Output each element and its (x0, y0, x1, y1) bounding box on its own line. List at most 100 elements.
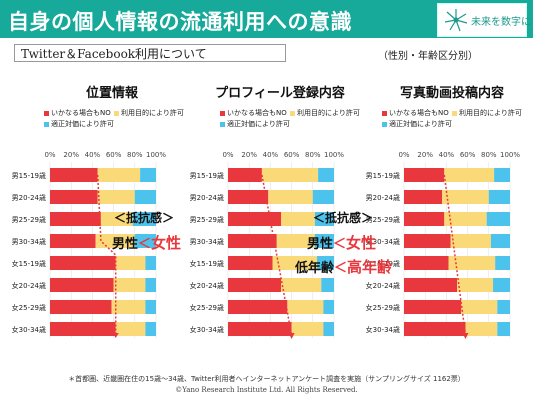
bar-purpose (97, 168, 141, 182)
x-tick-label: 80% (127, 151, 143, 159)
x-tick-label: 100% (324, 151, 344, 159)
bar-purpose (276, 234, 315, 248)
annotation-age-old: 高年齢 (347, 258, 393, 276)
legend-item-no: いかなる場合もNO (220, 108, 287, 118)
category-label: 女30-34歳 (366, 325, 400, 334)
chart-title-location: 位置情報 (85, 86, 138, 101)
legend-item-fair: 適正対価により許可 (44, 119, 114, 129)
x-tick-label: 20% (241, 151, 257, 159)
bar-purpose (97, 190, 135, 204)
legend-swatch-fair (382, 121, 387, 127)
legend-item-no: いかなる場合もNO (44, 108, 111, 118)
bar-no (50, 256, 116, 270)
bar-no (404, 300, 462, 314)
bar-no (228, 168, 262, 182)
bar-purpose (281, 278, 322, 292)
bar-fair (493, 278, 510, 292)
bar-no (404, 190, 443, 204)
legend-label-fair: 適正対価により許可 (51, 120, 114, 128)
bar-fair (317, 256, 334, 270)
bar-fair (323, 322, 334, 336)
category-label: 女15-19歳 (190, 259, 224, 268)
x-tick-label: 0% (398, 151, 409, 159)
bar-no (50, 300, 112, 314)
legend-swatch-no (220, 110, 225, 116)
subtitle-box: Twitter＆Facebook利用について (14, 44, 286, 62)
legend-swatch-no (44, 110, 49, 116)
x-tick-label: 60% (460, 151, 476, 159)
x-tick-label: 40% (263, 151, 279, 159)
bar-no (50, 234, 96, 248)
legend-item-purpose: 利用目的により許可 (290, 108, 360, 118)
category-label: 男15-19歳 (366, 171, 400, 180)
legend-swatch-fair (220, 121, 225, 127)
breakdown-label: （性別・年齢区分別） (378, 51, 478, 62)
legend-location: いかなる場合もNO 利用目的により許可 適正対価により許可 (44, 108, 184, 132)
annotation-resistance-right: ＜抵抗感＞ (313, 209, 373, 226)
legend-swatch-no (382, 110, 387, 116)
category-label: 女25-29歳 (366, 303, 400, 312)
annotation-resistance-text: ＜抵抗感＞ (114, 211, 175, 225)
x-tick-label: 80% (481, 151, 497, 159)
annotation-resistance-text: ＜抵抗感＞ (313, 211, 374, 225)
category-label: 女20-24歳 (366, 281, 400, 290)
bar-fair (318, 168, 334, 182)
bar-no (404, 256, 449, 270)
x-tick-label: 60% (284, 151, 300, 159)
bar-no (228, 278, 281, 292)
bar-fair (134, 190, 156, 204)
category-label: 女20-24歳 (12, 281, 46, 290)
bar-no (404, 322, 466, 336)
bar-purpose (281, 212, 315, 226)
bar-purpose (261, 168, 319, 182)
annotation-gender-lt: ＜ (138, 237, 152, 252)
bar-no (50, 322, 116, 336)
bar-purpose (268, 190, 313, 204)
bar-fair (490, 234, 510, 248)
legend-label-no: いかなる場合もNO (389, 109, 449, 117)
category-label: 男15-19歳 (12, 171, 46, 180)
chart-title-photo: 写真動画投稿内容 (399, 86, 504, 101)
trend-arrow (443, 174, 467, 336)
company-logo: 未来を数字に (437, 3, 531, 37)
trend-arrow-head (288, 333, 295, 339)
bar-fair (145, 300, 156, 314)
annotation-gender-lt: ＜ (333, 237, 347, 252)
bar-no (228, 212, 281, 226)
bar-purpose (291, 322, 324, 336)
legend-item-fair: 適正対価により許可 (220, 119, 290, 129)
legend-label-purpose: 利用目的により許可 (297, 109, 360, 117)
bar-no (404, 212, 445, 226)
legend-label-fair: 適正対価により許可 (227, 120, 290, 128)
category-label: 男20-24歳 (366, 193, 400, 202)
annotation-gender-female: 女性 (346, 234, 377, 252)
x-tick-label: 60% (106, 151, 122, 159)
annotation-resistance-left: ＜抵抗感＞ (114, 209, 174, 226)
legend-photo: いかなる場合もNO 利用目的により許可 適正対価により許可 (382, 108, 522, 132)
legend-label-purpose: 利用目的により許可 (121, 109, 184, 117)
bar-fair (494, 168, 510, 182)
bar-fair (488, 190, 510, 204)
bar-purpose (461, 300, 498, 314)
logo-text: 未来を数字に (471, 17, 531, 28)
bar-no (404, 168, 445, 182)
annotation-age-young: 低年齢 (295, 261, 335, 276)
category-label: 男25-29歳 (12, 215, 46, 224)
x-tick-label: 100% (500, 151, 520, 159)
bar-fair (140, 168, 156, 182)
bar-fair (321, 278, 334, 292)
legend-label-purpose: 利用目的により許可 (459, 109, 522, 117)
legend-swatch-fair (44, 121, 49, 127)
category-label: 男30-34歳 (12, 237, 46, 246)
category-label: 男15-19歳 (190, 171, 224, 180)
bar-no (50, 278, 114, 292)
category-label: 女25-29歳 (190, 303, 224, 312)
legend-item-no: いかなる場合もNO (382, 108, 449, 118)
bar-fair (145, 322, 156, 336)
bar-purpose (100, 212, 133, 226)
legend-item-purpose: 利用目的により許可 (114, 108, 184, 118)
x-tick-label: 0% (44, 151, 55, 159)
annotation-gender-female: 女性 (151, 234, 182, 252)
category-label: 男25-29歳 (190, 215, 224, 224)
annotation-gender-male: 男性 (112, 237, 139, 252)
